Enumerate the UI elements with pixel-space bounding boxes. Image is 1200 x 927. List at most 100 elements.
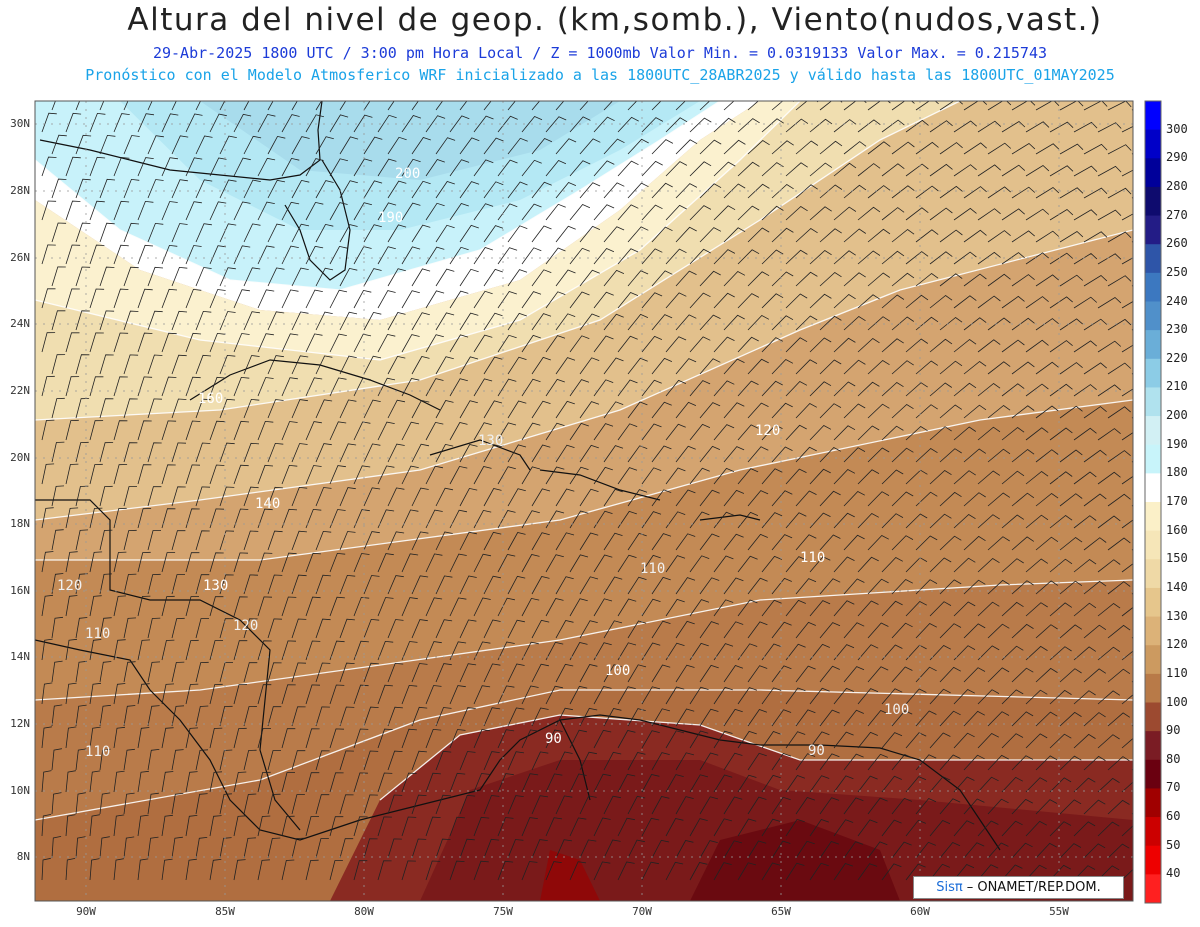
lat-label: 8N [16, 850, 30, 863]
lat-label: 30N [10, 117, 30, 130]
colorbar-label: 200 [1166, 408, 1188, 423]
forecast-time-line: 29-Abr-2025 1800 UTC / 3:00 pm Hora Loca… [152, 44, 1048, 62]
colorbar-swatch [1145, 559, 1161, 589]
colorbar-label: 150 [1166, 551, 1188, 566]
colorbar-label: 300 [1166, 121, 1188, 136]
colorbar-label: 280 [1166, 178, 1188, 193]
colorbar-swatch [1145, 587, 1161, 618]
contour-label: 130 [478, 433, 503, 449]
contour-label: 110 [85, 744, 110, 760]
colorbar-label: 100 [1166, 694, 1188, 709]
colorbar-swatch [1145, 272, 1161, 302]
contour-label: 120 [57, 578, 82, 594]
contour-label: 90 [545, 731, 562, 747]
contour-label: 140 [255, 496, 280, 512]
contour-label: 110 [800, 550, 825, 566]
colorbar-label: 160 [1166, 522, 1188, 537]
colorbar-swatch [1145, 358, 1161, 388]
colorbar-swatch [1145, 444, 1161, 474]
colorbar-label: 120 [1166, 637, 1188, 652]
sispi-logo: Sisπ [936, 880, 963, 895]
contour-label: 110 [85, 626, 110, 642]
credit-box: Sisπ – ONAMET/REP.DOM. [913, 876, 1124, 899]
colorbar [1144, 100, 1162, 904]
colorbar-label: 270 [1166, 207, 1188, 222]
contour-label: 90 [808, 743, 825, 759]
colorbar-swatch [1145, 702, 1161, 732]
colorbar-swatch [1145, 416, 1161, 446]
colorbar-label: 190 [1166, 436, 1188, 451]
colorbar-label: 90 [1166, 723, 1181, 738]
lat-label: 16N [10, 584, 30, 597]
lon-label: 55W [1049, 905, 1069, 918]
colorbar-label: 240 [1166, 293, 1188, 308]
colorbar-swatch [1145, 731, 1161, 761]
height-field: 200 190 160 140 130 120 110 100 90 130 1… [35, 101, 1133, 901]
contour-label: 100 [605, 663, 630, 679]
credit-text: – ONAMET/REP.DOM. [966, 880, 1101, 895]
colorbar-label: 210 [1166, 379, 1188, 394]
lat-label: 12N [10, 717, 30, 730]
lon-label: 80W [354, 905, 374, 918]
lon-label: 60W [910, 905, 930, 918]
colorbar-swatch [1145, 473, 1161, 503]
lon-label: 75W [493, 905, 513, 918]
colorbar-label: 260 [1166, 236, 1188, 251]
contour-label: 190 [378, 210, 403, 226]
colorbar-swatch [1145, 215, 1161, 245]
colorbar-label: 70 [1166, 780, 1181, 795]
colorbar-swatch [1145, 330, 1161, 360]
colorbar-label: 130 [1166, 608, 1188, 623]
colorbar-swatch [1145, 301, 1161, 331]
colorbar-label: 80 [1166, 751, 1181, 766]
colorbar-swatch [1145, 817, 1161, 847]
map-frame [34, 100, 1134, 902]
colorbar-swatch [1145, 244, 1161, 274]
map-title: Altura del nivel de geop. (km,somb.), Vi… [127, 2, 1103, 38]
colorbar-label: 220 [1166, 350, 1188, 365]
colorbar-swatch [1145, 186, 1161, 217]
model-info-line: Pronóstico con el Modelo Atmosferico WRF… [85, 66, 1115, 84]
colorbar-label: 140 [1166, 579, 1188, 594]
colorbar-swatch [1145, 673, 1161, 703]
colorbar-label: 60 [1166, 809, 1181, 824]
lon-label: 90W [76, 905, 96, 918]
colorbar-swatch [1145, 158, 1161, 188]
colorbar-swatch [1145, 788, 1161, 818]
lat-label: 22N [10, 384, 30, 397]
colorbar-label: 50 [1166, 837, 1181, 852]
contour-label: 130 [203, 578, 228, 594]
contour-label: 200 [395, 166, 420, 182]
contour-label: 160 [198, 391, 223, 407]
colorbar-swatch [1145, 129, 1161, 159]
colorbar-label: 110 [1166, 665, 1188, 680]
contour-label: 120 [233, 618, 258, 634]
lon-label: 70W [632, 905, 652, 918]
colorbar-swatch [1145, 845, 1161, 875]
lat-label: 24N [10, 317, 30, 330]
lat-label: 26N [10, 251, 30, 264]
lat-label: 14N [10, 650, 30, 663]
colorbar-swatch [1145, 502, 1161, 532]
colorbar-swatch [1145, 616, 1161, 646]
colorbar-label: 180 [1166, 465, 1188, 480]
colorbar-label: 230 [1166, 322, 1188, 337]
colorbar-swatch [1145, 387, 1161, 417]
lat-label: 20N [10, 451, 30, 464]
colorbar-label: 170 [1166, 494, 1188, 508]
lat-label: 18N [10, 517, 30, 530]
lon-label: 65W [771, 905, 791, 918]
colorbar-swatch [1145, 530, 1161, 560]
colorbar-swatch [1145, 645, 1161, 675]
contour-label: 100 [884, 702, 909, 718]
lon-label: 85W [215, 905, 235, 918]
colorbar-swatch [1145, 759, 1161, 789]
lat-label: 28N [10, 184, 30, 197]
colorbar-label: 250 [1166, 264, 1188, 279]
contour-label: 110 [640, 561, 665, 577]
lat-label: 10N [10, 784, 30, 797]
colorbar-label: 290 [1166, 150, 1188, 165]
colorbar-swatch [1145, 874, 1161, 904]
contour-label: 120 [755, 423, 780, 439]
